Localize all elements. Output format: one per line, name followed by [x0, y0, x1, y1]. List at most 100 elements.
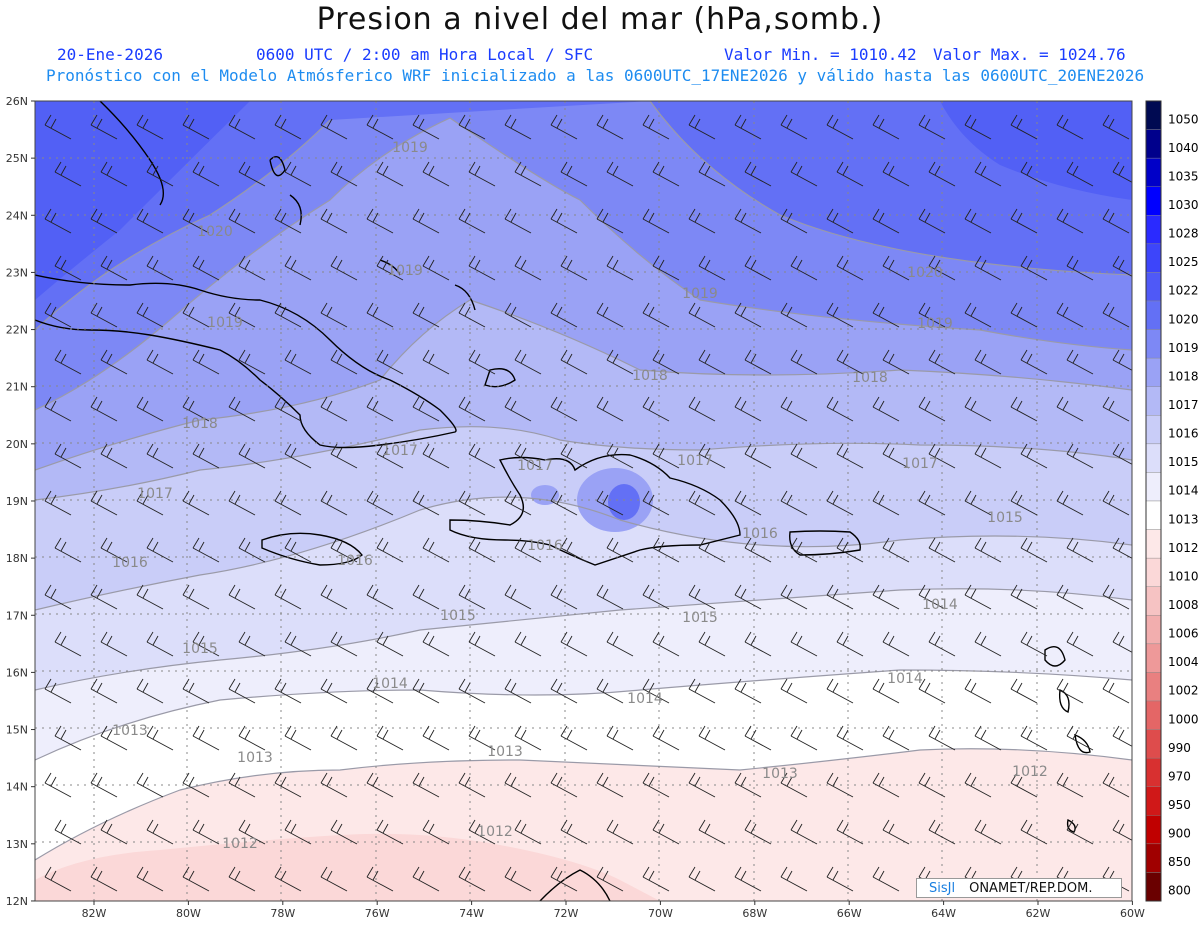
wind-barb: [146, 725, 174, 751]
isobar-label: 1014: [922, 597, 958, 613]
wind-barb: [1102, 490, 1130, 516]
colorbar-swatch: [1145, 729, 1162, 759]
wind-barb: [698, 819, 726, 845]
wind-barb: [652, 537, 680, 563]
isobar-label: 1016: [337, 553, 373, 569]
wind-barb: [238, 725, 266, 751]
wind-barb: [44, 866, 72, 892]
wind-barb: [928, 725, 956, 751]
wind-barb: [412, 772, 440, 798]
isobar-label: 1018: [182, 416, 218, 432]
lat-label: 22N: [6, 324, 28, 337]
wind-barb: [274, 866, 302, 892]
wind-barb: [1056, 490, 1084, 516]
colorbar-swatch: [1145, 786, 1162, 816]
wind-barb: [274, 208, 302, 234]
colorbar-label: 970: [1168, 769, 1191, 783]
wind-barb: [606, 537, 634, 563]
wind-barb: [744, 255, 772, 281]
wind-barb: [1020, 819, 1048, 845]
isobar-label: 1017: [137, 486, 173, 502]
wind-barb: [136, 584, 164, 610]
wind-barb: [1010, 678, 1038, 704]
wind-barb: [274, 490, 302, 516]
wind-barb: [330, 631, 358, 657]
wind-barb: [1112, 631, 1132, 653]
wind-barb: [90, 490, 118, 516]
wind-barb: [744, 631, 772, 657]
wind-barb: [192, 161, 220, 187]
wind-barb: [826, 114, 854, 140]
wind-barb: [284, 819, 312, 845]
lat-label: 13N: [6, 838, 28, 851]
wind-barb: [780, 866, 808, 892]
wind-barb: [54, 725, 82, 751]
wind-barb: [54, 349, 82, 375]
wind-barb: [412, 114, 440, 140]
isobar-labels: 1019 1020 1019 1019 1019 1020 1019 1018 1018 1018…: [112, 140, 1048, 852]
wind-barb: [192, 255, 220, 281]
wind-barb: [136, 772, 164, 798]
lat-label: 12N: [6, 895, 28, 908]
organization-label: ONAMET/REP.DOM.: [969, 880, 1093, 896]
wind-barb: [514, 537, 542, 563]
colorbar-label: 1006: [1168, 627, 1199, 641]
wind-barb: [1056, 302, 1084, 328]
lat-label: 24N: [6, 209, 28, 222]
wind-barb: [284, 443, 312, 469]
wind-barb: [1020, 443, 1048, 469]
wind-barb: [228, 490, 256, 516]
wind-barb: [836, 349, 864, 375]
wind-barb: [606, 161, 634, 187]
wind-barb: [146, 161, 174, 187]
wind-barb: [412, 678, 440, 704]
wind-barb: [1010, 302, 1038, 328]
wind-barb: [458, 866, 486, 892]
colorbar-swatch: [1145, 357, 1162, 387]
wind-barb: [54, 537, 82, 563]
wind-barb: [642, 584, 670, 610]
wind-barb: [642, 490, 670, 516]
wind-barb: [182, 866, 210, 892]
colorbar-swatch: [1145, 586, 1162, 616]
wind-barb: [238, 819, 266, 845]
wind-barb: [54, 819, 82, 845]
wind-barb: [468, 349, 496, 375]
wind-barb: [44, 772, 72, 798]
isobar-label: 1013: [762, 766, 798, 782]
wind-barb: [1112, 349, 1132, 371]
wind-barb: [366, 772, 394, 798]
lat-label: 17N: [6, 609, 28, 622]
wind-barb: [1056, 772, 1084, 798]
isobar-label: 1013: [112, 723, 148, 739]
wind-barb: [744, 819, 772, 845]
wind-barb: [320, 208, 348, 234]
wind-barb: [146, 443, 174, 469]
wind-barb: [780, 302, 808, 328]
isobar-label: 1016: [112, 555, 148, 571]
wind-barb: [1020, 631, 1048, 657]
isobar-label: 1014: [887, 671, 923, 687]
wind-barb: [928, 255, 956, 281]
colorbar-swatch: [1145, 872, 1162, 902]
wind-barb: [836, 819, 864, 845]
wind-barb: [596, 866, 624, 892]
chart-title: Presion a nivel del mar (hPa,somb.): [316, 2, 884, 37]
wind-barb: [872, 866, 900, 892]
colorbar-label: 1025: [1168, 255, 1199, 269]
wind-barb: [514, 349, 542, 375]
wind-barb: [882, 725, 910, 751]
wind-barb: [734, 584, 762, 610]
wind-barb: [1066, 725, 1094, 751]
wind-barb: [284, 255, 312, 281]
wind-barb: [974, 819, 1002, 845]
wind-barb: [504, 396, 532, 422]
wind-barb: [90, 208, 118, 234]
wind-barb: [422, 443, 450, 469]
wind-barb: [734, 772, 762, 798]
wind-barb: [1102, 772, 1130, 798]
wind-barb: [44, 302, 72, 328]
lon-label: 66W: [837, 907, 862, 920]
wind-barb: [1102, 302, 1130, 328]
wind-barb: [928, 349, 956, 375]
